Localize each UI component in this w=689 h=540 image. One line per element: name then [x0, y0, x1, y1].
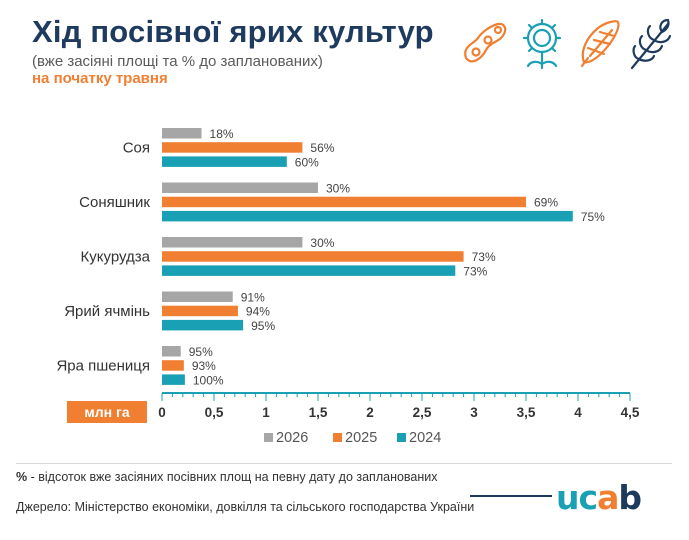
bar — [162, 360, 184, 371]
legend-swatch — [264, 433, 273, 442]
x-tick-label: 1 — [262, 405, 270, 420]
bar — [162, 265, 456, 276]
legend-label: 2024 — [409, 430, 441, 446]
value-label: 60% — [295, 155, 319, 169]
bar — [162, 374, 185, 385]
bar — [162, 237, 303, 248]
footnote-mark: % — [16, 470, 28, 484]
value-label: 30% — [326, 182, 350, 196]
x-tick-label: 4 — [574, 405, 582, 420]
x-tick-label: 2,5 — [413, 405, 432, 420]
value-label: 56% — [310, 141, 334, 155]
value-label: 18% — [210, 127, 234, 141]
legend-label: 2025 — [345, 430, 377, 446]
bar — [162, 319, 244, 331]
bar — [162, 196, 526, 208]
footnote-text: - відсоток вже засіяних посівних площ на… — [27, 470, 438, 484]
x-tick-label: 3,5 — [517, 405, 536, 420]
x-tick-label: 3 — [470, 405, 478, 420]
x-tick-label: 4,5 — [621, 405, 640, 420]
x-tick-label: 1,5 — [309, 405, 328, 420]
chart-subtitle: (вже засіяні площі та % до запланованих) — [32, 53, 323, 70]
value-label: 73% — [472, 250, 496, 264]
logo-line — [470, 495, 552, 497]
x-tick-label: 0,5 — [205, 405, 224, 420]
logo-letter-c: c — [578, 478, 599, 517]
legend-label: 2026 — [276, 430, 308, 446]
x-tick-label: 2 — [366, 405, 374, 420]
footnote: % - відсоток вже засіяних посівних площ … — [16, 470, 438, 484]
value-label: 95% — [251, 319, 275, 333]
bar — [162, 156, 287, 167]
logo-letter-u: u — [556, 478, 579, 517]
logo-letter-a: a — [597, 478, 619, 517]
category-label: Соняшник — [79, 194, 150, 211]
bar — [162, 291, 233, 302]
unit-label: млн га — [84, 404, 129, 420]
value-label: 91% — [241, 291, 265, 305]
logo-letter-b: b — [618, 478, 642, 517]
chart-subtitle-highlight: на початку травня — [32, 70, 168, 87]
value-label: 69% — [534, 196, 558, 210]
category-label: Ярий ячмінь — [64, 303, 150, 320]
crop-icons — [464, 18, 672, 70]
ucab-logo: ucab — [556, 478, 642, 517]
bar — [162, 128, 202, 139]
x-tick-label: 0 — [158, 405, 166, 420]
footer-divider — [16, 463, 672, 464]
legend-swatch — [397, 433, 406, 442]
sunflower-icon — [522, 18, 562, 70]
source-note: Джерело: Міністерство економіки, довкілл… — [16, 500, 475, 514]
category-label: Соя — [123, 139, 150, 156]
unit-badge — [67, 401, 147, 423]
soybean-icon — [464, 22, 507, 63]
value-label: 94% — [246, 305, 270, 319]
bar — [162, 142, 303, 153]
bar — [162, 346, 181, 357]
value-label: 95% — [189, 345, 213, 359]
bar — [162, 182, 318, 193]
category-label: Яра пшениця — [56, 357, 150, 374]
legend-swatch — [333, 433, 342, 442]
value-label: 30% — [310, 236, 334, 250]
corn-icon — [580, 20, 620, 68]
value-label: 100% — [193, 373, 224, 387]
bar — [162, 251, 464, 262]
value-label: 73% — [463, 264, 487, 278]
value-label: 93% — [192, 359, 216, 373]
bar-chart: Соя Соняшник Кукурудза Ярий ячмінь Яра пшени… — [56, 127, 640, 446]
category-label: Кукурудза — [81, 248, 151, 265]
chart-title: Хід посівної ярих культур — [32, 14, 434, 49]
bar — [162, 210, 573, 222]
value-label: 75% — [581, 210, 605, 224]
wheat-icon — [630, 18, 672, 70]
bar — [162, 305, 238, 317]
